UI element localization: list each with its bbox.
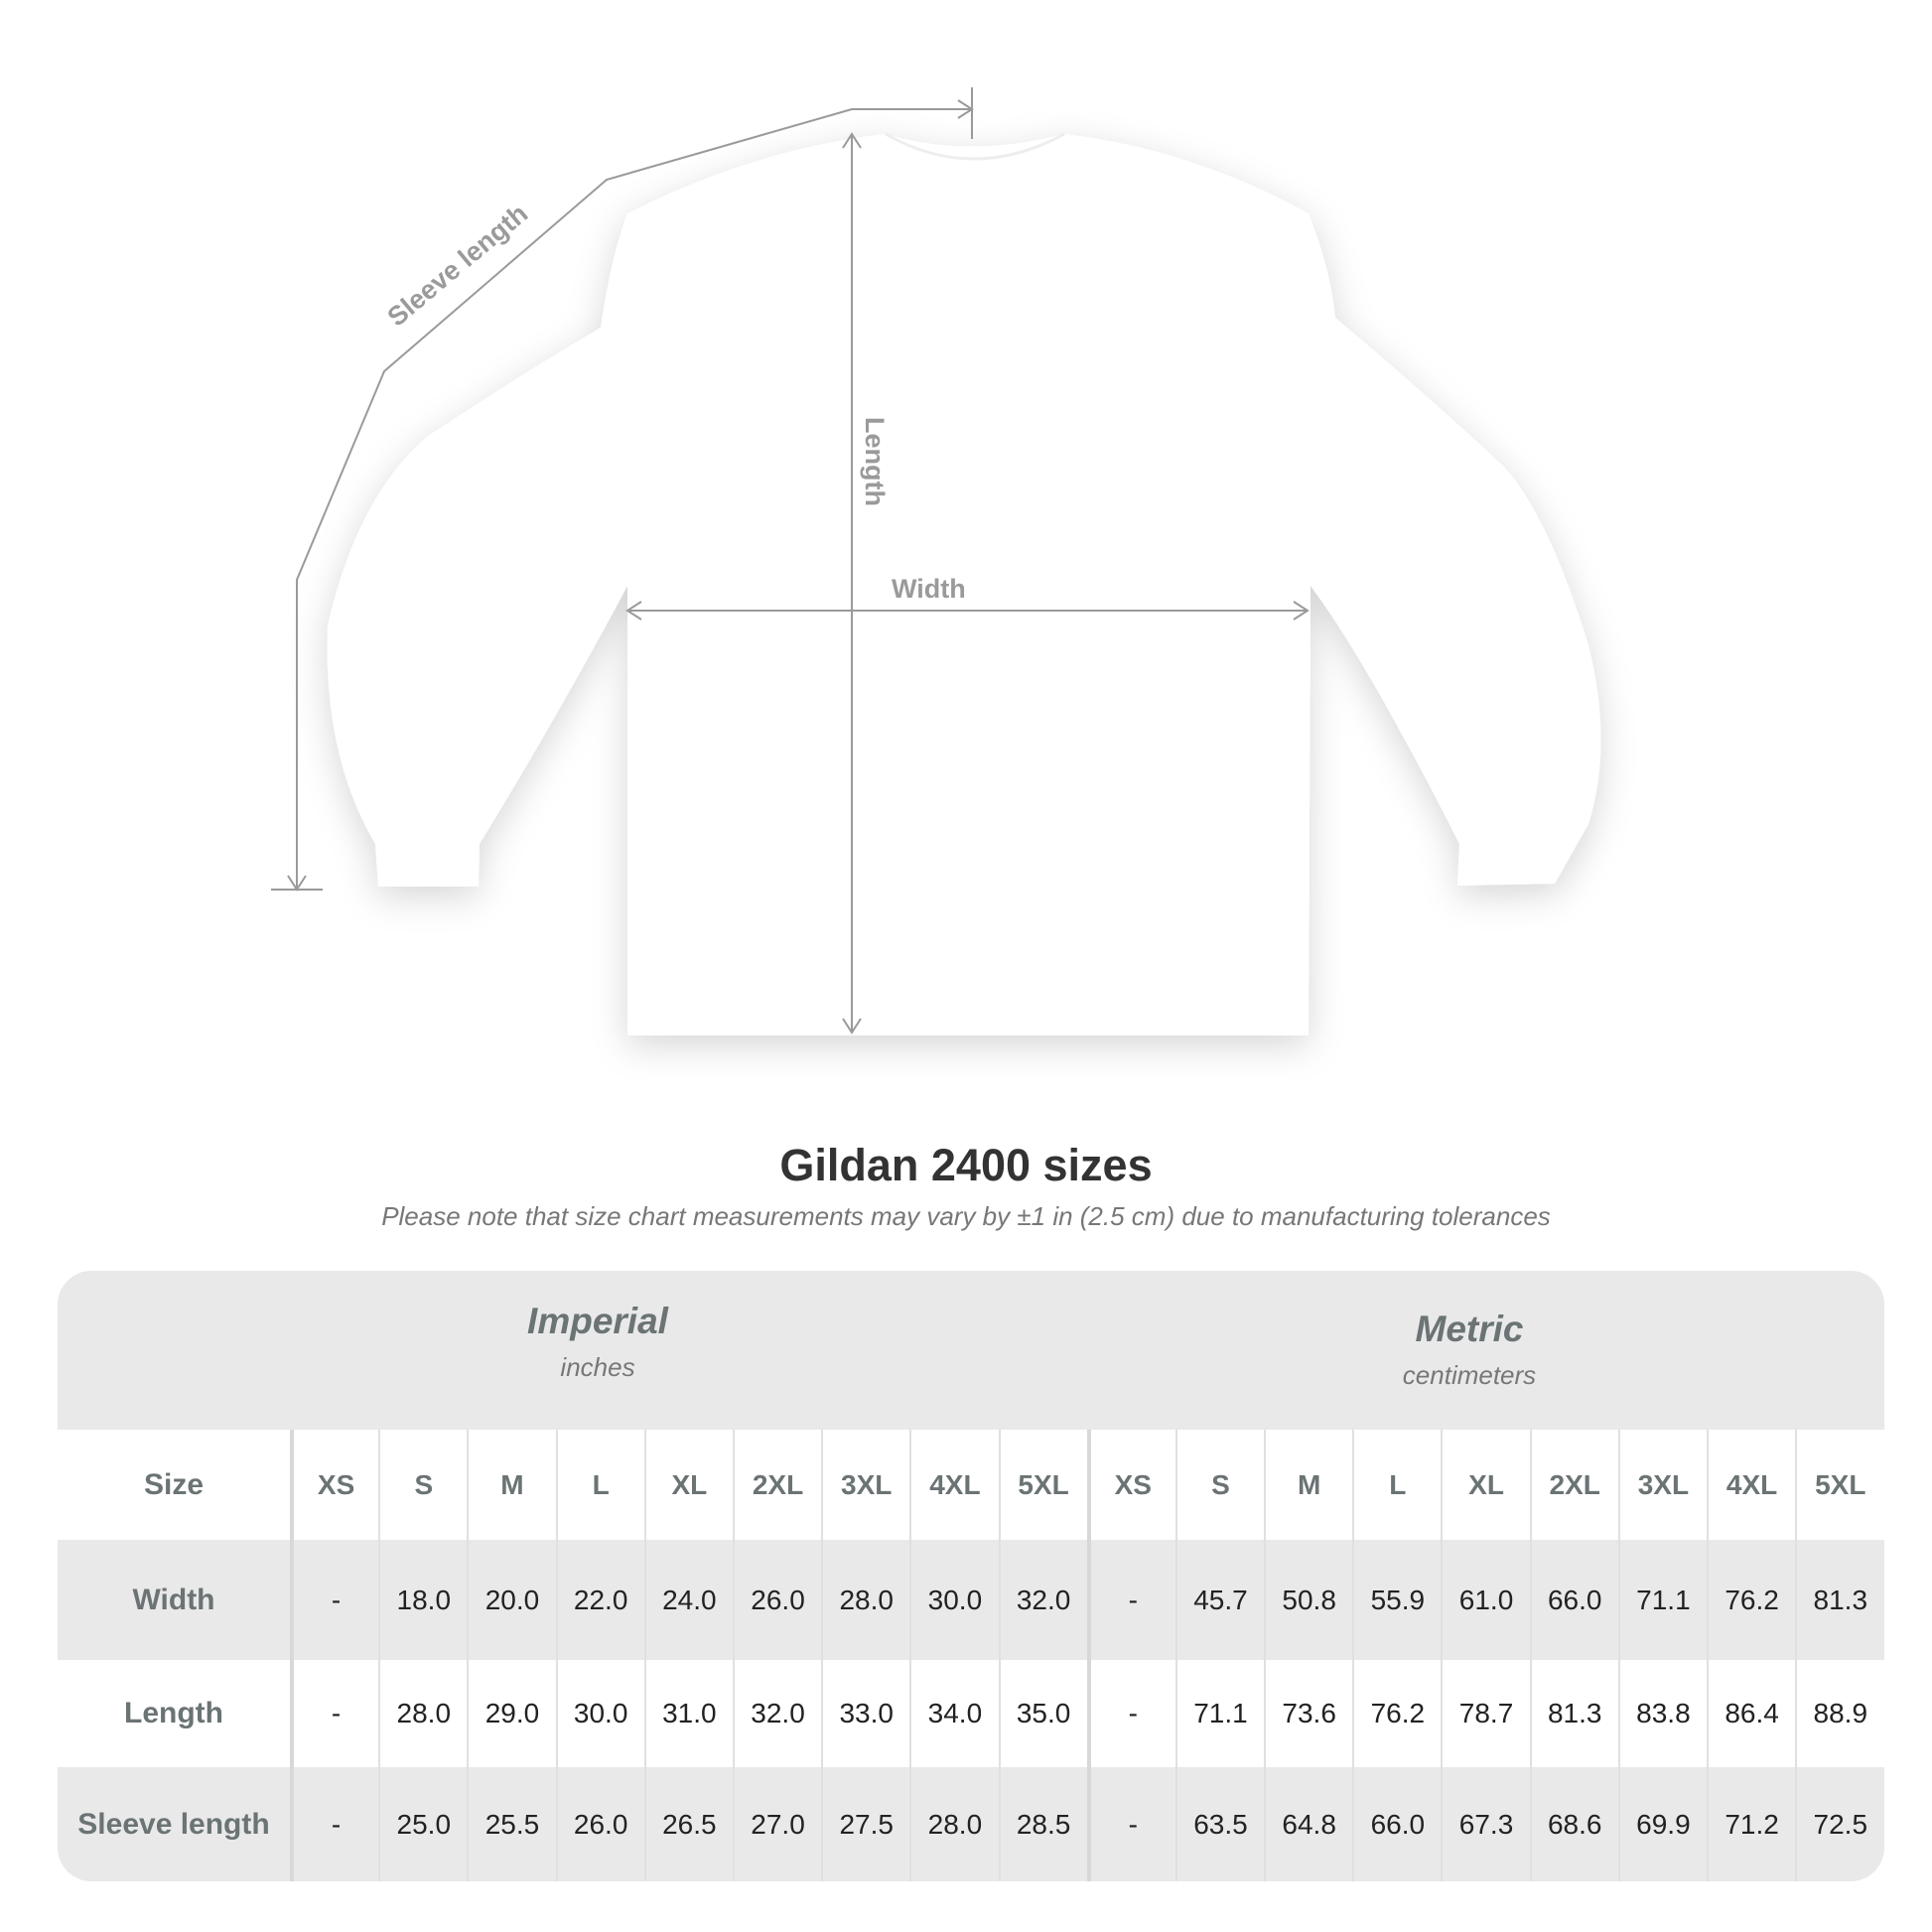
metric-value-cell: 73.6 xyxy=(1264,1660,1352,1767)
metric-value-cell: 68.6 xyxy=(1529,1767,1618,1881)
metric-size-header: 5XL xyxy=(1795,1430,1883,1540)
table-row: Length -28.0 29.0 30.0 31.0 32.0 33.0 34.0 35.0-… xyxy=(58,1660,1884,1767)
metric-value-cell: 78.7 xyxy=(1441,1660,1529,1767)
imperial-value-cell: 25.5 xyxy=(467,1767,555,1881)
imperial-value-cell: 28.5 xyxy=(998,1767,1087,1881)
imperial-value-cell: 24.0 xyxy=(643,1540,733,1660)
imperial-header: Imperial inches xyxy=(250,1301,945,1383)
imperial-value-cell: - xyxy=(290,1660,378,1767)
imperial-value-cell: - xyxy=(290,1767,378,1881)
imperial-value-cell: 27.5 xyxy=(821,1767,909,1881)
metric-header: Metric centimeters xyxy=(1122,1309,1817,1391)
imperial-size-header: XL xyxy=(643,1430,733,1540)
metric-value-cell: 69.9 xyxy=(1617,1767,1707,1881)
metric-value-cell: 72.5 xyxy=(1795,1767,1883,1881)
imperial-size-header: M xyxy=(467,1430,555,1540)
neckline xyxy=(885,132,1065,161)
imperial-size-header: 5XL xyxy=(998,1430,1087,1540)
metric-size-header: 3XL xyxy=(1617,1430,1707,1540)
metric-value-cell: 63.5 xyxy=(1174,1767,1264,1881)
imperial-value-cell: 32.0 xyxy=(998,1540,1087,1660)
imperial-value-cell: 18.0 xyxy=(378,1540,467,1660)
imperial-size-header: 4XL xyxy=(909,1430,998,1540)
imperial-value-cell: 26.0 xyxy=(555,1767,644,1881)
metric-value-cell: 66.0 xyxy=(1529,1540,1618,1660)
metric-size-header: L xyxy=(1352,1430,1441,1540)
tolerance-note: Please note that size chart measurements… xyxy=(381,1201,1551,1231)
metric-value-cell: 45.7 xyxy=(1174,1540,1264,1660)
imperial-value-cell: 30.0 xyxy=(909,1540,998,1660)
imperial-size-header: XS xyxy=(290,1430,378,1540)
metric-value-cell: 76.2 xyxy=(1707,1540,1795,1660)
metric-value-cell: 66.0 xyxy=(1352,1767,1441,1881)
imperial-unit: inches xyxy=(560,1352,635,1382)
imperial-value-cell: 29.0 xyxy=(467,1660,555,1767)
imperial-value-cell: - xyxy=(290,1540,378,1660)
metric-unit: centimeters xyxy=(1402,1360,1537,1390)
row-label: Length xyxy=(124,1697,223,1729)
metric-value-cell: 50.8 xyxy=(1264,1540,1352,1660)
size-chart-table: Imperial inches Metric centimeters Size X… xyxy=(58,1271,1884,1881)
metric-value-cell: 61.0 xyxy=(1441,1540,1529,1660)
imperial-size-header: 2XL xyxy=(732,1430,821,1540)
imperial-size-header: L xyxy=(555,1430,644,1540)
metric-size-header: 4XL xyxy=(1707,1430,1795,1540)
imperial-value-cell: 27.0 xyxy=(732,1767,821,1881)
imperial-value-cell: 32.0 xyxy=(732,1660,821,1767)
page-title: Gildan 2400 sizes xyxy=(779,1140,1153,1190)
metric-value-cell: - xyxy=(1086,1767,1175,1881)
measurement-lines xyxy=(271,87,1310,1035)
row-label: Width xyxy=(132,1583,215,1616)
shirt-measurement-diagram: Sleeve length Length Width xyxy=(271,87,1601,1035)
sleeve-length-label: Sleeve length xyxy=(382,199,534,333)
metric-size-header: 2XL xyxy=(1529,1430,1618,1540)
row-label: Sleeve length xyxy=(77,1807,270,1841)
metric-size-header: XL xyxy=(1441,1430,1529,1540)
metric-size-header: S xyxy=(1174,1430,1264,1540)
metric-value-cell: 71.1 xyxy=(1174,1660,1264,1767)
imperial-value-cell: 28.0 xyxy=(909,1767,998,1881)
metric-value-cell: 55.9 xyxy=(1352,1540,1441,1660)
metric-value-cell: - xyxy=(1086,1540,1175,1660)
metric-title: Metric xyxy=(1415,1309,1524,1349)
metric-size-header: M xyxy=(1264,1430,1352,1540)
row-label: Size xyxy=(143,1467,205,1501)
imperial-value-cell: 26.0 xyxy=(732,1540,821,1660)
metric-value-cell: 81.3 xyxy=(1529,1660,1618,1767)
imperial-value-cell: 31.0 xyxy=(643,1660,733,1767)
imperial-value-cell: 30.0 xyxy=(555,1660,644,1767)
width-label: Width xyxy=(892,574,966,604)
size-header-row: Size XS S M L XL 2XL 3XL 4XL 5XL XS S M L XL 2XL 3XL 4XL 5… xyxy=(58,1430,1884,1540)
metric-value-cell: 86.4 xyxy=(1707,1660,1795,1767)
imperial-value-cell: 26.5 xyxy=(643,1767,733,1881)
imperial-value-cell: 28.0 xyxy=(821,1540,909,1660)
metric-value-cell: 71.2 xyxy=(1707,1767,1795,1881)
table-row: Width -18.0 20.0 22.0 24.0 26.0 28.0 30.0 32.0-4… xyxy=(58,1540,1884,1660)
metric-value-cell: 71.1 xyxy=(1617,1540,1707,1660)
imperial-value-cell: 25.0 xyxy=(378,1767,467,1881)
imperial-value-cell: 33.0 xyxy=(821,1660,909,1767)
length-label: Length xyxy=(860,417,890,506)
imperial-value-cell: 34.0 xyxy=(909,1660,998,1767)
metric-value-cell: 83.8 xyxy=(1617,1660,1707,1767)
metric-size-header: XS xyxy=(1086,1430,1175,1540)
imperial-title: Imperial xyxy=(527,1301,668,1341)
imperial-size-header: S xyxy=(378,1430,467,1540)
imperial-value-cell: 28.0 xyxy=(378,1660,467,1767)
imperial-value-cell: 35.0 xyxy=(998,1660,1087,1767)
metric-value-cell: 76.2 xyxy=(1352,1660,1441,1767)
metric-value-cell: - xyxy=(1086,1660,1175,1767)
metric-value-cell: 81.3 xyxy=(1795,1540,1883,1660)
metric-value-cell: 88.9 xyxy=(1795,1660,1883,1767)
imperial-value-cell: 20.0 xyxy=(467,1540,555,1660)
table-row: Sleeve length -25.0 25.5 26.0 26.5 27.0 27.5 28… xyxy=(58,1767,1884,1881)
imperial-size-header: 3XL xyxy=(821,1430,909,1540)
long-sleeve-shirt-illustration xyxy=(327,134,1601,1035)
metric-value-cell: 67.3 xyxy=(1441,1767,1529,1881)
metric-value-cell: 64.8 xyxy=(1264,1767,1352,1881)
imperial-value-cell: 22.0 xyxy=(555,1540,644,1660)
